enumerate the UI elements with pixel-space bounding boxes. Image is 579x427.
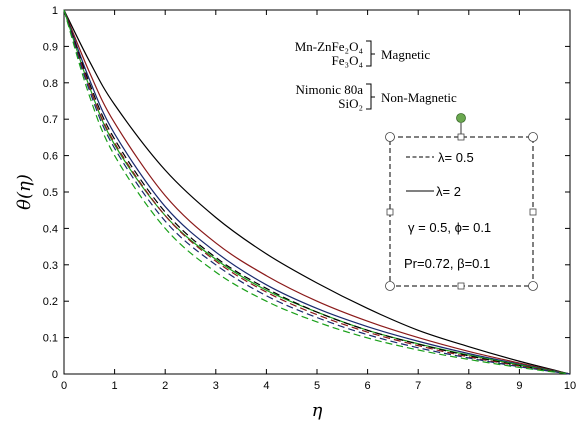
y-tick-label: 0.7 [43,114,58,126]
x-tick-label: 3 [213,380,219,392]
legend-item-mn-znfe2o4: Mn-ZnFe₂O₄ [295,39,364,54]
x-tick-label: 10 [564,380,576,392]
y-tick-label: 0.2 [43,296,58,308]
series-line-3 [63,9,571,375]
resize-handle-top[interactable] [457,133,465,141]
inset-dashed-label: λ= 0.5 [438,150,474,165]
legend-nonmagnetic: Nimonic 80a SiO₂ Non-Magnetic [295,82,457,111]
resize-handle-right[interactable] [529,208,537,216]
x-tick-label: 4 [263,380,269,392]
x-tick-label: 9 [516,380,522,392]
rotate-handle[interactable] [456,113,466,123]
legend-label-magnetic: Magnetic [381,47,430,62]
x-tick-label: 8 [466,380,472,392]
legend-label-nonmagnetic: Non-Magnetic [381,90,457,105]
legend-brace-magnetic [366,40,375,67]
legend-item-nimonic-80a: Nimonic 80a [295,82,363,97]
series-line-5 [63,9,571,375]
series-line-0 [63,9,571,375]
x-axis-title: η [312,400,323,421]
legend-item-fe3o4: Fe₃O₄ [332,53,364,68]
resize-handle-bottom[interactable] [457,282,465,290]
resize-handle-bottom-left[interactable] [385,281,395,291]
axis-ticks: 0 1 2 3 4 5 6 7 8 9 10 0 0.1 0.2 0.3 0.4 0.5 0.6 0.7 0.8 0.9… [43,5,576,392]
x-tick-label: 2 [162,380,168,392]
inset-params-gamma-phi: γ = 0.5, ϕ= 0.1 [408,220,491,235]
y-tick-label: 0.5 [43,187,58,199]
series-line-1 [63,9,571,375]
inset-params-pr-beta: Pr=0.72, β=0.1 [404,256,490,271]
y-tick-label: 0.6 [43,151,58,163]
series-group [63,9,571,375]
x-tick-label: 1 [112,380,118,392]
x-tick-label: 5 [314,380,320,392]
y-tick-label: 0 [52,369,58,381]
inset-border [389,136,534,287]
y-tick-label: 1 [52,5,58,17]
resize-handle-left[interactable] [386,208,394,216]
series-line-2 [63,9,571,375]
y-tick-label: 0.9 [43,41,58,53]
x-tick-label: 6 [365,380,371,392]
y-tick-label: 0.1 [43,333,58,345]
series-line-4 [63,9,571,375]
legend-brace-nonmagnetic [366,83,375,110]
legend-magnetic: Mn-ZnFe₂O₄ Fe₃O₄ Magnetic [295,39,431,68]
resize-handle-bottom-right[interactable] [528,281,538,291]
y-axis-title: θ(η) [14,174,35,210]
inset-solid-label: λ= 2 [436,184,461,199]
y-tick-label: 0.4 [43,223,58,235]
x-tick-label: 7 [415,380,421,392]
y-tick-label: 0.3 [43,260,58,272]
series-line-6 [63,9,571,375]
y-tick-label: 0.8 [43,78,58,90]
inset-box: λ= 0.5 λ= 2 γ = 0.5, ϕ= 0.1 Pr=0.72, β=0… [385,113,538,291]
x-tick-label: 0 [61,380,67,392]
resize-handle-top-left[interactable] [385,132,395,142]
resize-handle-top-right[interactable] [528,132,538,142]
legend-item-sio2: SiO₂ [338,96,363,111]
series-line-7 [63,9,571,375]
